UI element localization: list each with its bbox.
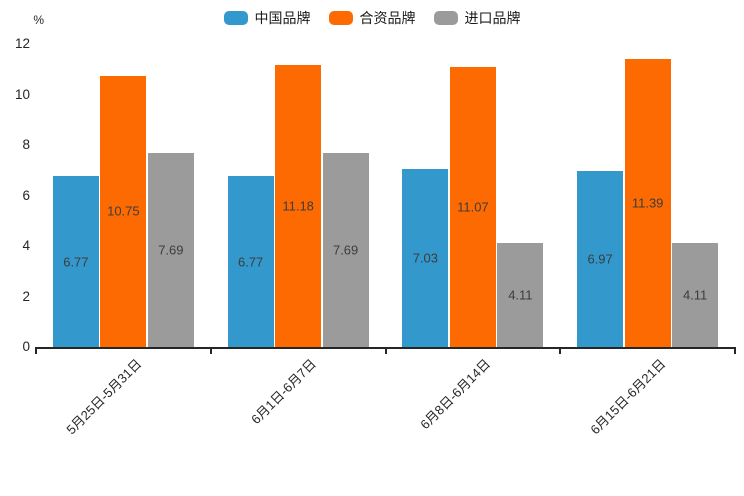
- bar-value-label: 4.11: [682, 287, 708, 303]
- bar: [52, 176, 99, 347]
- y-tick-label: 10: [14, 86, 30, 102]
- x-axis-tick: [209, 347, 212, 354]
- bar: [227, 176, 274, 347]
- x-tick-label-text: 6月8日-6月14日: [417, 356, 494, 433]
- y-axis-unit-label: %: [33, 13, 44, 27]
- bar: [449, 67, 496, 347]
- x-tick-label-text: 6月1日-6月7日: [247, 356, 319, 428]
- bar: [497, 243, 544, 347]
- legend-item: 合资品牌: [328, 8, 416, 28]
- bar: [322, 152, 369, 347]
- bar: [147, 152, 194, 347]
- bar: [100, 75, 147, 347]
- bar-value-label: 6.77: [237, 254, 264, 270]
- bar: [577, 171, 624, 347]
- y-tick-label: 4: [22, 238, 30, 253]
- bar-value-label: 11.07: [457, 199, 489, 215]
- y-tick-label: 0: [22, 339, 30, 354]
- bar-value-label: 11.18: [282, 198, 314, 214]
- legend-label: 进口品牌: [464, 10, 521, 26]
- y-tick-label: 8: [22, 137, 30, 152]
- legend-item: 进口品牌: [433, 8, 521, 28]
- bar-value-label: 7.03: [412, 250, 439, 266]
- bar: [402, 169, 449, 347]
- x-axis-tick: [559, 347, 562, 354]
- bar-value-label: 6.77: [63, 254, 89, 270]
- bar-value-label: 7.69: [332, 242, 359, 258]
- bar-value-label: 4.11: [508, 287, 533, 303]
- bar: [672, 243, 719, 347]
- bar-value-label: 11.39: [631, 195, 664, 211]
- x-axis-tick: [35, 347, 37, 354]
- x-tick-label-text: 6月15日-6月21日: [587, 356, 669, 438]
- legend-swatch-icon: [433, 11, 458, 25]
- y-tick-label: 12: [14, 36, 30, 51]
- x-axis-tick: [384, 347, 387, 354]
- bar-value-label: 6.97: [587, 251, 613, 267]
- x-tick-label-text: 5月25日-5月31日: [62, 356, 145, 438]
- legend-item: 中国品牌: [223, 8, 311, 28]
- bar: [624, 59, 671, 347]
- x-axis-tick: [734, 347, 736, 354]
- bar-value-label: 10.75: [107, 203, 140, 219]
- y-tick-label: 2: [22, 288, 30, 304]
- legend-label: 中国品牌: [254, 10, 311, 26]
- bar: [275, 64, 322, 347]
- y-tick-label: 6: [22, 187, 30, 203]
- legend-swatch-icon: [223, 11, 248, 25]
- legend-label: 合资品牌: [359, 10, 416, 26]
- chart-legend: 中国品牌 合资品牌 进口品牌: [0, 8, 744, 28]
- legend-swatch-icon: [328, 11, 353, 25]
- bar-value-label: 7.69: [158, 242, 184, 258]
